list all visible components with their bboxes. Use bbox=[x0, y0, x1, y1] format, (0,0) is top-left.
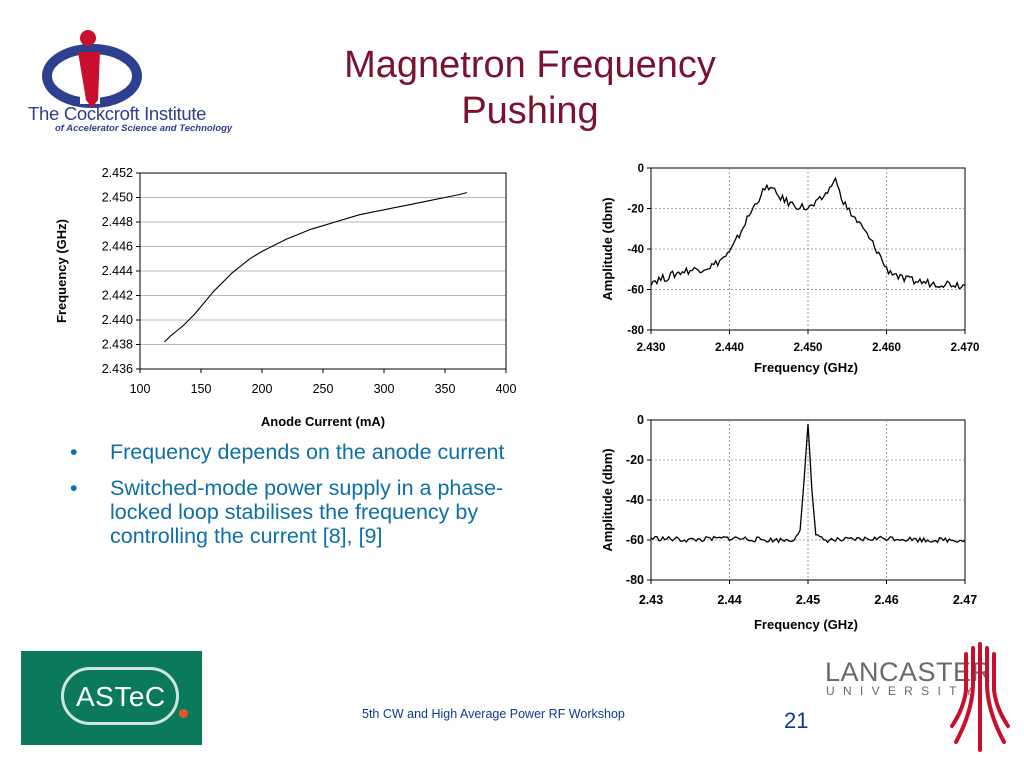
bullet-dot: • bbox=[70, 440, 78, 464]
emblem-stroke bbox=[985, 646, 1006, 744]
y-axis-label: Frequency (GHz) bbox=[54, 219, 69, 323]
astec-logo: ASTeC bbox=[21, 651, 202, 745]
x-tick-label: 250 bbox=[313, 382, 334, 396]
x-tick-label: 2.470 bbox=[951, 342, 980, 354]
lancaster-emblem bbox=[950, 642, 1010, 752]
x-tick-label: 2.46 bbox=[874, 593, 898, 607]
y-tick-label: -60 bbox=[627, 285, 644, 297]
title-line-2: Pushing bbox=[461, 90, 599, 132]
astec-name: ASTeC bbox=[76, 681, 166, 712]
page-number: 21 bbox=[784, 708, 809, 733]
x-tick-label: 2.440 bbox=[715, 342, 744, 354]
x-tick-label: 400 bbox=[496, 382, 517, 396]
y-tick-label: -80 bbox=[627, 325, 644, 337]
x-tick-label: 2.43 bbox=[639, 593, 663, 607]
footer-text: 5th CW and High Average Power RF Worksho… bbox=[362, 707, 625, 721]
y-tick-label: 0 bbox=[637, 413, 644, 427]
y-tick-label: 2.452 bbox=[102, 166, 133, 180]
emblem-stroke bbox=[992, 652, 1010, 728]
x-tick-label: 300 bbox=[374, 382, 395, 396]
series-line bbox=[650, 176, 966, 290]
unlocked-spectrum-chart: -80-60-40-200 2.430 2.440 2.450 2.460 2.470 … bbox=[600, 163, 980, 375]
x-tick-label: 2.44 bbox=[717, 593, 741, 607]
emblem-stroke bbox=[954, 646, 975, 744]
y-tick-label: -40 bbox=[626, 493, 644, 507]
x-tick-label: 350 bbox=[435, 382, 456, 396]
bullet-item: • Frequency depends on the anode current bbox=[62, 440, 532, 464]
lancaster-name: LANCASTER bbox=[825, 657, 992, 687]
x-tick-label: 2.47 bbox=[953, 593, 977, 607]
y-tick-label: 2.436 bbox=[102, 362, 133, 376]
title-line-1: Magnetron Frequency bbox=[344, 44, 716, 86]
y-axis-label: Amplitude (dbm) bbox=[600, 448, 615, 551]
y-tick-label: 2.448 bbox=[102, 215, 133, 229]
slide-title: Magnetron Frequency Pushing bbox=[300, 42, 760, 134]
y-tick-label: 2.438 bbox=[102, 338, 133, 352]
y-tick-label: 2.450 bbox=[102, 191, 133, 205]
x-tick-label: 2.430 bbox=[637, 342, 666, 354]
bullet-list: • Frequency depends on the anode current … bbox=[62, 440, 532, 560]
series-line bbox=[650, 423, 966, 544]
cockcroft-institute-logo bbox=[42, 30, 142, 108]
x-tick-label: 2.45 bbox=[796, 593, 820, 607]
y-tick-label: 2.440 bbox=[102, 313, 133, 327]
y-tick-label: -40 bbox=[627, 244, 644, 256]
emblem-stroke bbox=[950, 652, 968, 728]
series-line bbox=[164, 192, 468, 343]
y-tick-label: -60 bbox=[626, 533, 644, 547]
x-tick-label: 2.450 bbox=[794, 342, 823, 354]
y-tick-label: 2.442 bbox=[102, 289, 133, 303]
y-tick-label: -80 bbox=[626, 573, 644, 587]
x-tick-label: 150 bbox=[191, 382, 212, 396]
y-tick-label: 2.446 bbox=[102, 240, 133, 254]
y-tick-label: 2.444 bbox=[102, 264, 133, 278]
astec-ring bbox=[61, 667, 179, 725]
bullet-text: Frequency depends on the anode current bbox=[110, 440, 505, 464]
x-axis-label: Frequency (GHz) bbox=[754, 617, 858, 632]
y-axis-label: Amplitude (dbm) bbox=[600, 197, 615, 300]
lancaster-subtitle: UNIVERSITY bbox=[826, 684, 982, 698]
x-axis-label: Anode Current (mA) bbox=[261, 414, 385, 429]
x-tick-label: 200 bbox=[252, 382, 273, 396]
logo-dot bbox=[80, 30, 96, 46]
logo-stem bbox=[78, 52, 100, 108]
locked-spectrum-chart: -80 -60 -40 -20 0 2.43 2.44 2.45 2.46 2.47 Frequ… bbox=[600, 413, 977, 632]
bullet-text: Switched-mode power supply in a phase-lo… bbox=[110, 476, 504, 548]
x-tick-label: 100 bbox=[130, 382, 151, 396]
cockcroft-name: The Cockcroft Institute bbox=[28, 103, 207, 124]
frequency-pushing-chart: 2.436 2.438 2.440 2.442 2.444 2.446 2.448 2.450… bbox=[54, 166, 517, 429]
y-tick-label: -20 bbox=[627, 204, 644, 216]
cockcroft-subtitle: of Accelerator Science and Technology bbox=[55, 123, 233, 134]
bullet-dot: • bbox=[70, 476, 78, 500]
x-tick-label: 2.460 bbox=[872, 342, 901, 354]
x-axis-label: Frequency (GHz) bbox=[754, 360, 858, 375]
y-tick-label: 0 bbox=[638, 163, 644, 175]
astec-dot bbox=[179, 709, 188, 718]
bullet-item: • Switched-mode power supply in a phase-l… bbox=[62, 476, 532, 548]
y-tick-label: -20 bbox=[626, 453, 644, 467]
